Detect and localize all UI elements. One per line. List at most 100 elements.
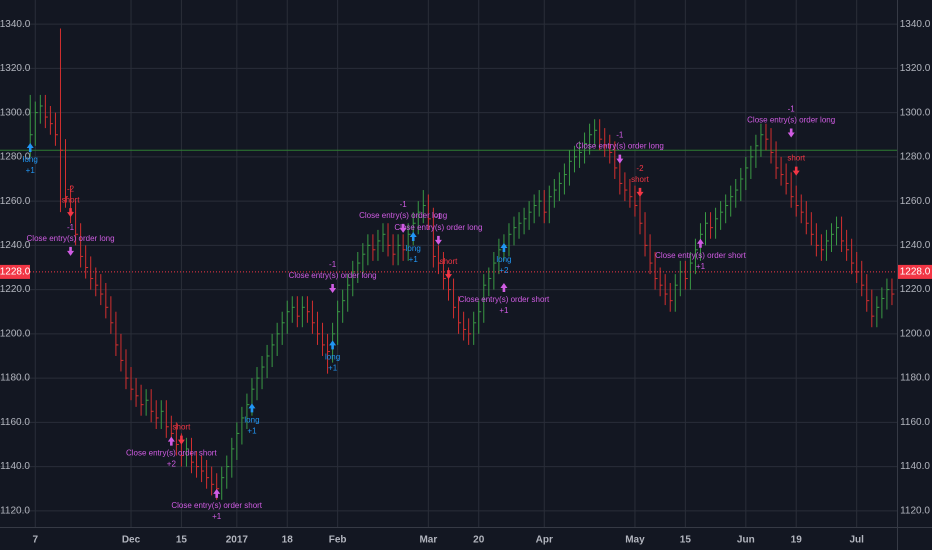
price-bar — [715, 207, 719, 239]
price-bar — [221, 466, 225, 500]
price-bar — [442, 251, 446, 290]
signal-label: Close entry(s) order long — [359, 211, 447, 220]
price-bar — [437, 245, 441, 275]
price-bar — [206, 459, 210, 489]
signal-label: Close entry(s) order long — [289, 271, 377, 280]
price-bar — [130, 367, 134, 401]
y-tick-label: 1340.0 — [0, 19, 31, 30]
price-bar — [649, 234, 653, 275]
y-tick-label: 1280.0 — [900, 152, 931, 163]
last-price-label: 1228.0 — [900, 267, 931, 278]
price-bar — [453, 278, 457, 319]
signal-arrow — [696, 238, 704, 248]
y-tick-label: 1320.0 — [0, 63, 31, 74]
y-tick-label: 1220.0 — [900, 284, 931, 295]
price-bar — [337, 300, 341, 345]
price-bar — [387, 223, 391, 257]
price-bar — [145, 389, 149, 416]
y-tick-label: 1120.0 — [900, 505, 930, 516]
price-bar — [185, 437, 189, 467]
price-bar — [765, 123, 769, 151]
price-bar — [261, 355, 265, 390]
price-bar — [347, 274, 351, 312]
y-tick-label: 1260.0 — [900, 196, 931, 207]
signal-label: Close entry(s) order short — [126, 449, 217, 458]
signal-arrow — [329, 284, 337, 294]
price-bar — [432, 207, 436, 268]
price-bar — [740, 167, 744, 202]
price-bar — [614, 141, 618, 179]
price-bar — [473, 311, 477, 345]
price-bar — [65, 139, 69, 208]
y-tick-label: 1240.0 — [900, 240, 931, 251]
y-tick-label: 1340.0 — [900, 19, 931, 30]
y-tick-label: 1180.0 — [900, 373, 930, 384]
price-bar — [876, 296, 880, 328]
x-tick-label: 15 — [176, 535, 188, 546]
price-bar — [211, 466, 215, 496]
last-price-tag — [0, 264, 30, 279]
signal: Close entry(s) order long -1 — [394, 212, 482, 245]
price-bar — [634, 185, 638, 217]
price-bar — [644, 212, 648, 257]
signal-arrow — [616, 154, 624, 164]
signal-arrow — [445, 270, 452, 280]
price-bar — [820, 234, 824, 261]
price-bar — [654, 251, 658, 290]
price-bar — [478, 300, 482, 334]
signal: Close entry(s) order short +1 — [655, 238, 747, 271]
price-bar — [599, 119, 603, 151]
price-bar — [241, 406, 245, 445]
signal-qty: +1 — [247, 427, 257, 436]
signal: long +2 — [496, 243, 511, 275]
signal-arrow — [67, 208, 75, 218]
signal: Close entry(s) order short +1 — [459, 283, 550, 315]
price-bar — [165, 400, 169, 438]
signal-arrow — [248, 403, 256, 413]
price-bar — [589, 123, 593, 155]
price-bar — [488, 267, 492, 297]
price-bar — [291, 296, 295, 323]
price-bar — [538, 190, 542, 217]
x-tick-label: Feb — [329, 535, 347, 546]
price-bar — [392, 234, 396, 266]
signal-qty: -1 — [616, 131, 624, 140]
price-bar — [881, 287, 885, 319]
price-bar — [311, 300, 315, 334]
signal-label: short — [440, 257, 459, 266]
price-bar — [518, 212, 522, 239]
signal-qty: -1 — [329, 260, 337, 269]
price-bar — [342, 289, 346, 323]
price-bar — [861, 260, 865, 297]
price-bar — [780, 156, 784, 186]
signal-arrow — [177, 435, 185, 445]
price-bar — [226, 455, 230, 489]
price-bar — [397, 234, 401, 266]
price-bar — [533, 194, 537, 224]
signal-arrow — [500, 283, 508, 293]
price-bar — [327, 333, 331, 374]
y-tick-label: 1260.0 — [0, 196, 31, 207]
price-bar — [604, 128, 608, 157]
x-tick-label: 15 — [680, 535, 692, 546]
price-bar — [281, 311, 285, 345]
signal-qty: -1 — [788, 105, 796, 114]
signal-qty: -2 — [67, 184, 75, 193]
x-tick-label: 18 — [282, 535, 294, 546]
signal-arrow — [434, 235, 442, 245]
signal: Close entry(s) order long -1 — [27, 223, 115, 256]
price-bar — [427, 194, 431, 230]
price-bar — [674, 274, 678, 312]
price-bar — [125, 349, 129, 390]
price-bar — [85, 245, 89, 279]
price-bar — [463, 311, 467, 341]
price-bar — [458, 296, 462, 334]
signal-label: Close entry(s) order long — [394, 223, 482, 232]
y-tick-label: 1160.0 — [900, 417, 930, 428]
price-bar — [836, 216, 840, 246]
price-bar — [306, 296, 310, 323]
signal-label: long — [496, 255, 511, 264]
price-bar — [90, 256, 94, 290]
price-bar — [689, 251, 693, 290]
